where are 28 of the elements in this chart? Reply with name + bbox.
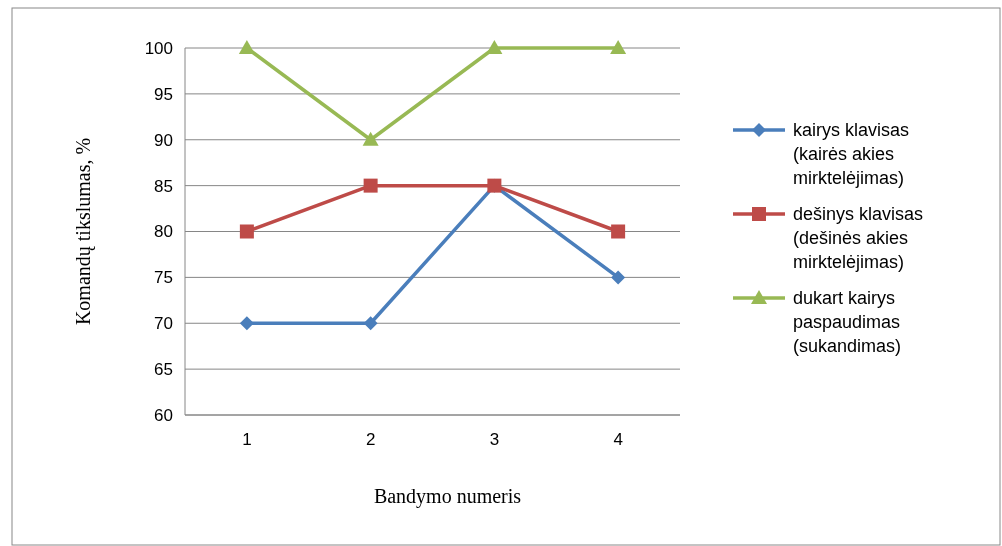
y-tick-label: 75 (154, 268, 173, 288)
y-tick-label: 85 (154, 176, 173, 196)
x-tick-label: 1 (242, 430, 252, 449)
point (486, 40, 503, 54)
point (611, 270, 626, 285)
y-tick-label: 65 (154, 360, 173, 380)
y-tick-label: 95 (154, 84, 173, 104)
point (363, 178, 378, 193)
x-axis-title: Bandymo numeris (373, 485, 522, 508)
point (238, 40, 255, 54)
legend-label: kairys klavisas (kairės akies mirktelėjimas) (793, 120, 910, 189)
x-tick-label: 2 (365, 430, 376, 449)
y-tick-label: 100 (144, 38, 173, 58)
x-tick-label: 3 (489, 430, 500, 449)
point (363, 316, 378, 331)
y-tick-label: 80 (154, 222, 173, 242)
legend-label: dešinys klavisas (dešinės akies mirktelėjimas) (793, 204, 924, 273)
point (362, 131, 379, 146)
y-axis-title: Komandų tikslumas, % (72, 137, 95, 326)
x-tick-label: 4 (613, 430, 623, 449)
legend-label: dukart kairys paspaudimas (sukandimas) (793, 288, 902, 357)
point (610, 40, 627, 54)
point (239, 316, 254, 331)
point (611, 224, 626, 239)
y-tick-label: 90 (154, 130, 173, 150)
y-tick-label: 60 (154, 405, 173, 425)
y-tick-label: 70 (154, 314, 173, 334)
point (239, 224, 254, 239)
